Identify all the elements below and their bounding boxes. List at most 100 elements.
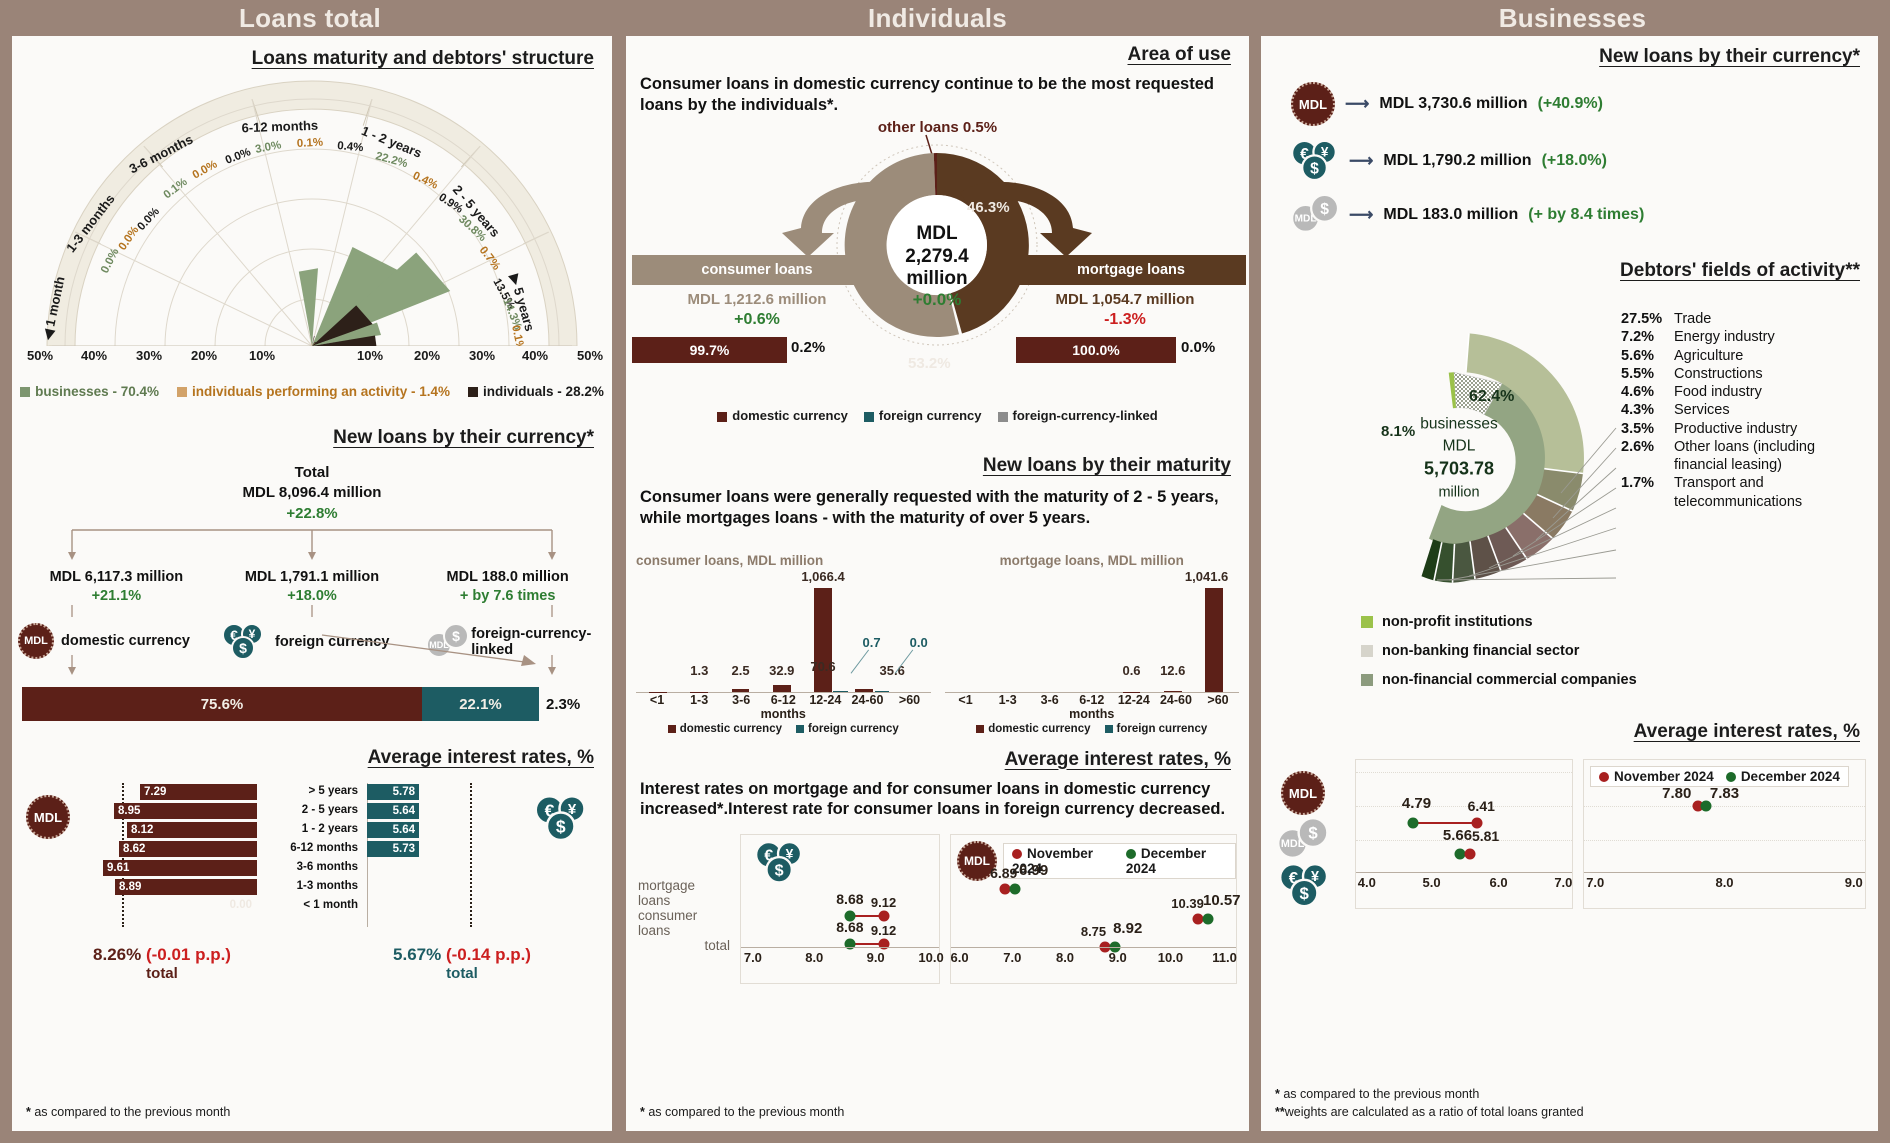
polar-legend: businesses - 70.4% individuals performin… [12,384,612,399]
currency-value: MDL 3,730.6 million [1379,95,1528,112]
section-title-new-loans-maturity: New loans by their maturity [982,455,1231,477]
x-tick: 6-12 [1079,693,1105,708]
legend-swatch-hatch-icon [1361,645,1373,658]
axis-tick: 30% [135,348,163,363]
coin-mdl-icon: MDL [1291,82,1335,126]
activity-item: 1.7% Transport and telecommunications [1621,475,1803,510]
row-label: 1-3 months [296,880,358,893]
legend-item-november: November 2024 [1599,769,1714,784]
svg-text:0.0%: 0.0% [191,158,220,181]
polar-chart-loans-maturity: ◀ 1 month 1-3 months 3-6 months 6-12 mon… [12,74,612,374]
x-tick: 6-12 [770,693,796,708]
legend-item-domestic: domestic currency [667,723,782,735]
activity-legend: non-profit institutions non-banking fina… [1261,608,1878,695]
axis-tick: 30% [468,348,496,363]
chart-caption: mortgage loans, MDL million [999,552,1184,568]
currency-down-arrows [68,634,556,676]
bar-domestic [1122,691,1141,693]
axis-tick: 50% [576,348,604,363]
value-label-nov: 5.81 [1471,828,1500,844]
legend-item-foreign: foreign currency [1104,723,1207,735]
value-label-dec: 8.68 [836,890,864,907]
dot-december [844,910,856,922]
svg-text:0.1%: 0.1% [297,137,324,150]
svg-text:0.4%: 0.4% [337,140,364,154]
dot-december [1009,883,1021,895]
x-axis: 4.0 5.0 6.0 7.0 [1356,872,1572,892]
svg-text:13.3%: 13.3% [512,345,526,374]
dumbbell-row-labels: mortgage loans consumer loans total [638,834,730,984]
tornado-row: 8.95 2 - 5 years 5.64 [92,802,532,820]
x-tick: >60 [1207,693,1229,708]
x-tick: 8.0 [1055,949,1075,965]
x-tick: 24-60 [1159,693,1192,708]
legend-item-individuals-activity: individuals performing an activity - 1.4… [176,384,450,399]
mortgage-value: MDL 1,054.7 million [1055,291,1195,309]
currency-branch-connectors [71,605,553,618]
bar-value: 1,041.6 [1184,569,1229,585]
x-tick: 10.0 [1157,949,1184,965]
coin-foreign-icon: € ¥ $ [222,623,268,661]
currency-branch: MDL 1,791.1 million +18.0% [216,568,409,606]
x-tick: 7.0 [1586,875,1605,890]
bar-domestic [855,688,874,693]
mortgage-domestic-share: 100.0% [1016,337,1176,364]
x-tick: 5.0 [1422,875,1441,890]
currency-change: (+ by 8.4 times) [1528,206,1645,223]
legend-dot-icon [1725,772,1736,783]
branch-change: +21.1% [91,587,142,604]
legend-dot-icon [1012,849,1022,860]
legend-swatch-icon [1361,674,1373,687]
x-tick: 6.0 [950,949,969,965]
branch-value: MDL 6,117.3 million [49,568,184,585]
value-label-dec: 6.99 [1019,861,1049,879]
value-label-dec: 8.92 [1113,919,1143,937]
x-tick: 7.0 [1554,875,1573,890]
svg-text:0.7%: 0.7% [477,244,503,272]
maturity-lede: Consumer loans were generally requested … [640,488,1219,527]
currency-total-label: Total [294,464,330,481]
x-tick: 11.0 [1212,949,1237,965]
dot-november [1692,800,1704,812]
x-tick: >60 [898,693,921,708]
coin-foreign-icon: € ¥ $ [534,795,593,843]
total-word: total [146,965,178,983]
currency-item-foreign: € ¥ $ foreign currency [222,623,412,661]
coin-mdl-icon: MDL [957,840,997,881]
x-tick: 8.0 [1715,875,1734,890]
legend-item-individuals: individuals - 28.2% [468,384,604,399]
dot-november [999,883,1011,895]
bar-domestic: 8.95 [114,803,257,820]
activity-item: 7.2% Energy industry [1621,329,1775,346]
currency-change: (+18.0%) [1541,152,1607,169]
bar-value: 35.6 [879,663,905,679]
bar-domestic: 7.29 [140,784,257,801]
connector [1413,822,1477,824]
branch-change: +18.0% [287,587,337,604]
share-segment-domestic: 75.6% [22,687,422,722]
mortgage-change: -1.3% [1104,311,1146,329]
bar-domestic: 8.89 [115,879,257,896]
row-label: < 1 month [303,899,358,912]
section-title-new-loans-currency-right: New loans by their currency* [1599,46,1860,67]
currency-item-domestic: MDL domestic currency [18,623,208,660]
value-label-dec: 8.68 [836,918,864,935]
arrow-right-icon: ⟶ [1349,151,1374,170]
panel-loans-total: Loans maturity and debtors' structure [12,36,612,1131]
rates-lede-mid: Interest rates on mortgage and for consu… [640,779,1226,819]
rates-dumbbell-charts-businesses: MDL MDL $ € ¥ $ 4.79 6.41 [1261,759,1878,909]
x-axis: 6.0 7.0 8.0 9.0 10.0 11.0 [950,946,1237,967]
x-tick: 24-60 [851,693,884,708]
dot-november [1464,848,1476,860]
column-title-loans-total: Loans total [239,3,381,33]
currency-line-linked: MDL $ ⟶ MDL 183.0 million (+ by 8.4 times… [1291,193,1878,234]
arrow-right-icon: ⟶ [1345,94,1370,113]
dot-december [1407,817,1419,829]
dot-november [1192,913,1204,925]
legend-months: November 2024 December 2024 [1003,842,1236,879]
other-loans-label: other loans 0.5% [877,119,998,137]
svg-text:0.1%: 0.1% [509,324,526,352]
area-of-use-svg [782,135,1092,346]
row-label: 6-12 months [290,842,358,855]
